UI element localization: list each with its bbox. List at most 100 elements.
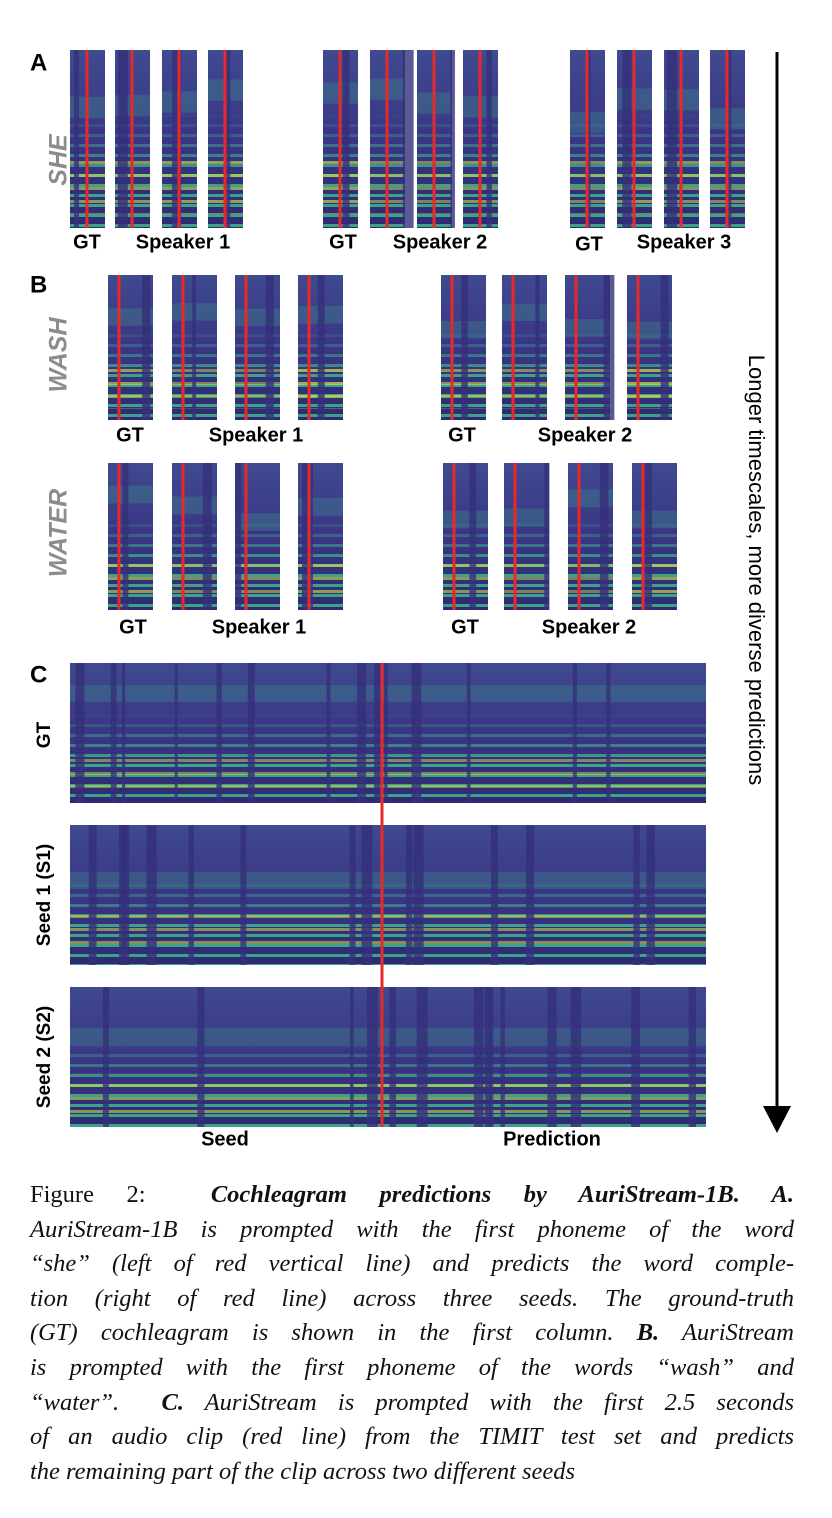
segment-gap (366, 987, 378, 1127)
segment-gap (110, 663, 117, 803)
segment-gap (350, 987, 354, 1127)
cochleagram (70, 825, 706, 965)
segment-gap (326, 663, 331, 803)
caption-text: the remaining part of the clip across tw… (30, 1457, 576, 1485)
speaker-label: Speaker 2 (542, 616, 637, 638)
cochleagram (172, 275, 217, 420)
harmonics-bright (70, 911, 706, 954)
segment-gap (405, 825, 413, 965)
segment-gap (75, 663, 85, 803)
speaker-label: Speaker 1 (212, 616, 307, 638)
formant-glow (502, 303, 547, 322)
panel-label: B (30, 271, 47, 298)
segment-gap (473, 987, 484, 1127)
segment-gap (486, 50, 492, 228)
cochleagram (627, 275, 672, 420)
caption-text: AuriStream is prompted with the first 2.… (204, 1388, 794, 1416)
cochleagram (70, 663, 706, 803)
segment-gap (122, 825, 127, 965)
harmonics-bright (70, 1073, 706, 1116)
figure: A SHE GT Speaker 1 GT Speaker 2 GT Speak… (30, 49, 791, 1150)
segment-gap (171, 50, 182, 228)
segment-gap (547, 987, 557, 1127)
cochleagram (235, 463, 280, 610)
segment-gap (122, 663, 126, 803)
harmonics-bright (565, 364, 610, 409)
segment-gap (599, 463, 609, 610)
figure-number: Figure 2: (30, 1181, 146, 1208)
segment-gap (416, 987, 428, 1127)
harmonics-bright (235, 554, 280, 599)
gt-label: GT (73, 231, 101, 253)
speaker-label: Speaker 2 (393, 231, 488, 253)
segment-gap (572, 663, 577, 803)
segment-gap (461, 275, 468, 420)
word-label: SHE (45, 133, 73, 186)
formant-glow (235, 513, 280, 531)
cochleagram (172, 463, 217, 610)
harmonics-bright (504, 554, 549, 599)
segment-gap (247, 663, 255, 803)
segment-gap (484, 987, 492, 1127)
caption-line: is prompted with the first phoneme of th… (30, 1351, 794, 1386)
cochleagram (617, 50, 652, 228)
formant-glow (504, 508, 549, 527)
cochleagram (70, 50, 105, 228)
arrow-label: Longer timescales, more diverse predicti… (744, 355, 769, 785)
segment-gap (317, 275, 325, 420)
segment-gap (726, 50, 732, 228)
segment-gap (374, 663, 381, 803)
cochleagram (208, 50, 243, 228)
caption-text: “she” (left of red vertical line) and pr… (30, 1250, 794, 1278)
speaker-label: Speaker 2 (538, 424, 633, 446)
segment-gap (192, 275, 196, 420)
cochleagram (568, 463, 613, 610)
segment-gap (688, 987, 697, 1127)
row-label: GT (34, 721, 55, 748)
segment-gap (525, 825, 535, 965)
segment-gap (570, 987, 582, 1127)
cochleagram (370, 50, 414, 228)
caption-text: tion (right of red line) across three se… (30, 1284, 794, 1312)
segment-gap (544, 463, 550, 610)
segment-gap (633, 825, 640, 965)
row-label: Seed 1 (S1) (34, 844, 55, 946)
segment-gap (174, 663, 178, 803)
cochleagram (463, 50, 498, 228)
speaker-label: Speaker 3 (637, 231, 732, 253)
segment-gap (117, 50, 128, 228)
caption-line: Figure 2: Cochleagram predictions by Aur… (30, 1178, 794, 1213)
gt-label: GT (116, 424, 144, 446)
caption-text: AuriStream (681, 1319, 794, 1347)
segment-gap (240, 825, 247, 965)
cochleagram (443, 463, 488, 610)
segment-gap (349, 825, 356, 965)
harmonics-bright (70, 749, 706, 792)
x-label: Seed (201, 1128, 249, 1150)
speaker-label: Speaker 1 (136, 231, 231, 253)
segment-gap (202, 463, 212, 610)
harmonics-bright (502, 364, 547, 409)
word-label: WATER (45, 489, 73, 577)
cochleagram (570, 50, 605, 228)
cochleagram (565, 275, 615, 420)
cochleagram (115, 50, 150, 228)
segment-gap (389, 987, 396, 1127)
segment-gap (646, 825, 655, 965)
row-label: Seed 2 (S2) (34, 1006, 55, 1108)
cochleagram (108, 275, 153, 420)
caption-text: of an audio clip (red line) from the TIM… (30, 1423, 794, 1451)
cochleagram (502, 275, 547, 420)
segment-gap (74, 50, 79, 228)
gt-label: GT (575, 233, 603, 255)
caption-text: (GT) cochleagram is shown in the first c… (30, 1319, 614, 1347)
cochleagram (417, 50, 455, 228)
caption-line: of an audio clip (red line) from the TIM… (30, 1420, 794, 1455)
segment-gap (466, 663, 471, 803)
caption-title: Cochleagram predictions by AuriStream-1B… (210, 1181, 795, 1208)
cochleagrams (70, 50, 745, 1127)
panel-label: C (30, 661, 47, 688)
segment-gap (302, 463, 313, 610)
x-label: Prediction (503, 1128, 601, 1150)
cochleagram (235, 275, 280, 420)
